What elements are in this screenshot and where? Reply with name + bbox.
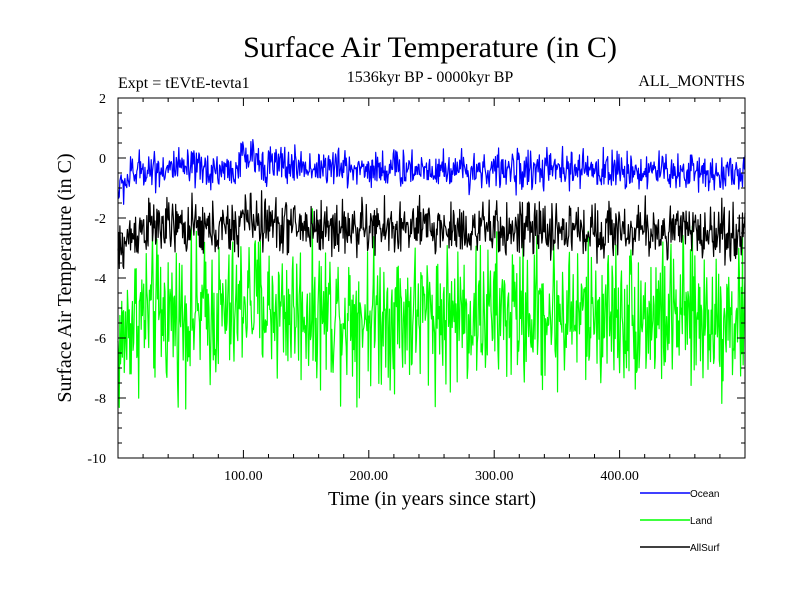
y-tick-label: -2 bbox=[94, 212, 106, 227]
legend-label-land: Land bbox=[690, 516, 712, 527]
y-tick-label: -4 bbox=[94, 272, 106, 287]
y-tick-label: -8 bbox=[94, 392, 106, 407]
axis-ticks bbox=[118, 98, 745, 458]
legend: Ocean Land AllSurf bbox=[640, 489, 720, 554]
x-tick-label: 400.00 bbox=[600, 469, 639, 484]
months-label: ALL_MONTHS bbox=[638, 73, 745, 90]
x-tick-label: 300.00 bbox=[475, 469, 514, 484]
legend-label-allsurf: AllSurf bbox=[690, 543, 720, 554]
y-tick-label: 0 bbox=[99, 152, 106, 167]
series-line-allsurf bbox=[117, 190, 746, 270]
y-axis-label: Surface Air Temperature (in C) bbox=[54, 153, 76, 402]
x-axis-label: Time (in years since start) bbox=[328, 488, 536, 510]
x-tick-label: 200.00 bbox=[350, 469, 389, 484]
y-tick-label: 2 bbox=[99, 92, 106, 107]
x-tick-label: 100.00 bbox=[224, 469, 263, 484]
series-group bbox=[117, 138, 746, 410]
chart-title: Surface Air Temperature (in C) bbox=[243, 31, 617, 64]
y-tick-label: -6 bbox=[94, 332, 106, 347]
series-line-ocean bbox=[117, 138, 746, 205]
experiment-label: Expt = tEVtE-tevta1 bbox=[118, 75, 250, 92]
axis-tick-labels: 100.00 200.00 300.00 400.00 2 0 -2 -4 -6 -8 -10 bbox=[87, 92, 639, 484]
legend-label-ocean: Ocean bbox=[690, 489, 719, 500]
series-line-land bbox=[117, 208, 746, 410]
chart-subtitle: 1536kyr BP - 0000kyr BP bbox=[347, 69, 514, 86]
y-tick-label: -10 bbox=[87, 452, 106, 467]
